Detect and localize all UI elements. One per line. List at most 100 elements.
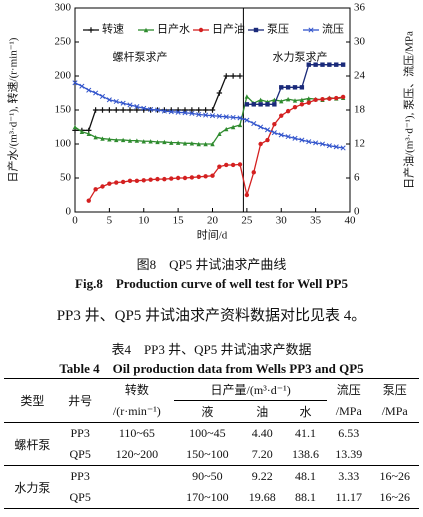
header-cell: 流压 [327,378,371,401]
marker [306,96,311,101]
marker [79,83,85,89]
table-row: QP5 170~100 19.68 88.1 11.17 16~26 [4,487,419,509]
marker [86,198,91,203]
marker [203,141,208,147]
marker [319,141,326,147]
marker [120,179,126,185]
marker [230,162,236,168]
marker [210,141,215,147]
marker [209,107,216,113]
marker [244,117,250,123]
marker [107,181,112,186]
marker [154,107,161,113]
marker [88,27,94,33]
marker [100,136,105,141]
x-tick-label: 35 [310,215,322,227]
marker [175,175,181,181]
marker [106,107,113,113]
marker [306,139,312,145]
marker [120,137,126,143]
paragraph: PP3 井、QP5 井试油求产资料数据对比见表 4。 [56,308,367,324]
cell: PP3 [60,465,100,487]
header-cell: 水 [283,400,328,423]
legend-label: 日产油 [212,22,245,36]
marker [326,143,332,149]
marker [202,107,209,113]
cell: QP5 [60,487,100,509]
marker [86,87,92,93]
marker [334,95,339,101]
marker [162,176,167,182]
marker [134,107,140,113]
legend-label: 转速 [102,22,124,36]
marker [209,113,216,119]
type-cell: 螺杆泵 [14,437,51,452]
marker [162,139,167,145]
cell [99,487,175,509]
header-cell: 泵压 [370,378,419,401]
y2-axis-label: 日产油/(m³·d⁻¹), 泵压、流压/MPa [402,31,416,189]
header-cell: /MPa [327,400,371,423]
marker [272,121,277,127]
table-caption-en: Table 4 Oil production data from Wells P… [59,361,364,376]
table-caption: 表4 PP3 井、QP5 井试油求产数据 [111,342,312,357]
header-row: 类型 井号 转数 日产量/(m³·d⁻¹) 流压 泵压 [4,378,419,423]
marker [285,85,291,90]
marker [285,96,291,102]
marker [271,130,277,136]
marker [327,62,332,67]
marker [99,93,106,99]
marker [175,109,181,115]
marker [265,102,270,107]
y-tick-label: 300 [55,2,72,14]
marker [313,140,319,146]
marker [182,141,188,146]
marker [182,107,188,113]
marker [120,107,126,113]
y-axis-label: 日产水/(m³·d⁻¹), 转速/(r·min⁻¹) [6,37,20,182]
marker [203,174,208,179]
marker [237,73,243,79]
cell: 11.17 [327,487,371,509]
marker [320,62,325,67]
cell: 170~100 [174,487,241,509]
marker [244,102,250,107]
marker [306,100,311,105]
marker [333,144,339,150]
marker [93,135,98,140]
cell: 13.39 [335,447,363,461]
cell: 90~50 [174,465,241,487]
cell: 100~45 [189,426,226,440]
marker [258,102,263,107]
marker [230,124,236,130]
figure-caption-en: Fig.8 Production curve of well test for … [75,276,348,291]
marker [251,170,256,175]
x-tick-label: 20 [207,215,219,227]
marker [134,104,140,110]
marker [196,107,202,113]
marker [198,27,204,33]
marker [148,106,154,112]
y-tick-label: 200 [55,70,72,82]
cell: 120~200 [115,447,159,461]
marker [285,134,291,140]
marker [327,96,332,101]
marker [292,98,298,103]
marker [251,102,256,107]
marker [237,122,243,128]
marker [230,73,236,79]
marker [72,124,78,130]
marker [258,97,263,102]
marker [114,180,119,185]
y2-tick-label: 0 [354,206,360,218]
marker [189,141,195,146]
cell: 6.53 [338,426,360,440]
series-line [88,96,344,202]
marker [113,107,119,113]
legend-label: 泵压 [267,23,289,36]
table-row: QP5 120~200 150~100 7.20 138.6 13.39 [4,444,419,466]
marker [251,121,257,127]
marker [320,97,325,102]
marker [285,108,291,114]
